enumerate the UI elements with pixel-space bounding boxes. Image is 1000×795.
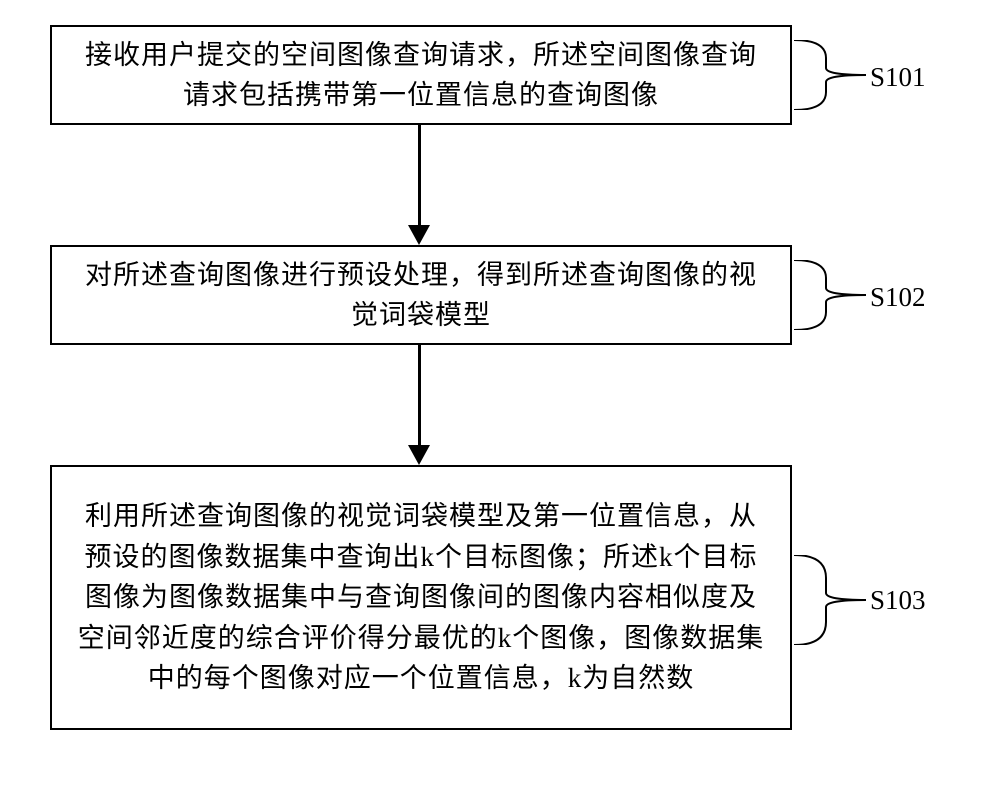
arrow-head-1-2 (408, 225, 430, 245)
node-text-s101: 接收用户提交的空间图像查询请求，所述空间图像查询请求包括携带第一位置信息的查询图… (76, 35, 766, 116)
bracket-s101 (792, 40, 868, 110)
flowchart-node-s102: 对所述查询图像进行预设处理，得到所述查询图像的视觉词袋模型 (50, 245, 792, 345)
flowchart-node-s103: 利用所述查询图像的视觉词袋模型及第一位置信息，从预设的图像数据集中查询出k个目标… (50, 465, 792, 730)
step-label-s102: S102 (870, 282, 926, 313)
node-text-s103: 利用所述查询图像的视觉词袋模型及第一位置信息，从预设的图像数据集中查询出k个目标… (76, 496, 766, 699)
step-label-s101: S101 (870, 62, 926, 93)
arrow-2-3 (418, 345, 421, 447)
arrow-head-2-3 (408, 445, 430, 465)
flowchart-node-s101: 接收用户提交的空间图像查询请求，所述空间图像查询请求包括携带第一位置信息的查询图… (50, 25, 792, 125)
flowchart-container: 接收用户提交的空间图像查询请求，所述空间图像查询请求包括携带第一位置信息的查询图… (0, 0, 1000, 795)
step-label-s103: S103 (870, 585, 926, 616)
bracket-s102 (792, 260, 868, 330)
arrow-1-2 (418, 125, 421, 227)
node-text-s102: 对所述查询图像进行预设处理，得到所述查询图像的视觉词袋模型 (76, 255, 766, 336)
bracket-s103 (792, 555, 868, 645)
